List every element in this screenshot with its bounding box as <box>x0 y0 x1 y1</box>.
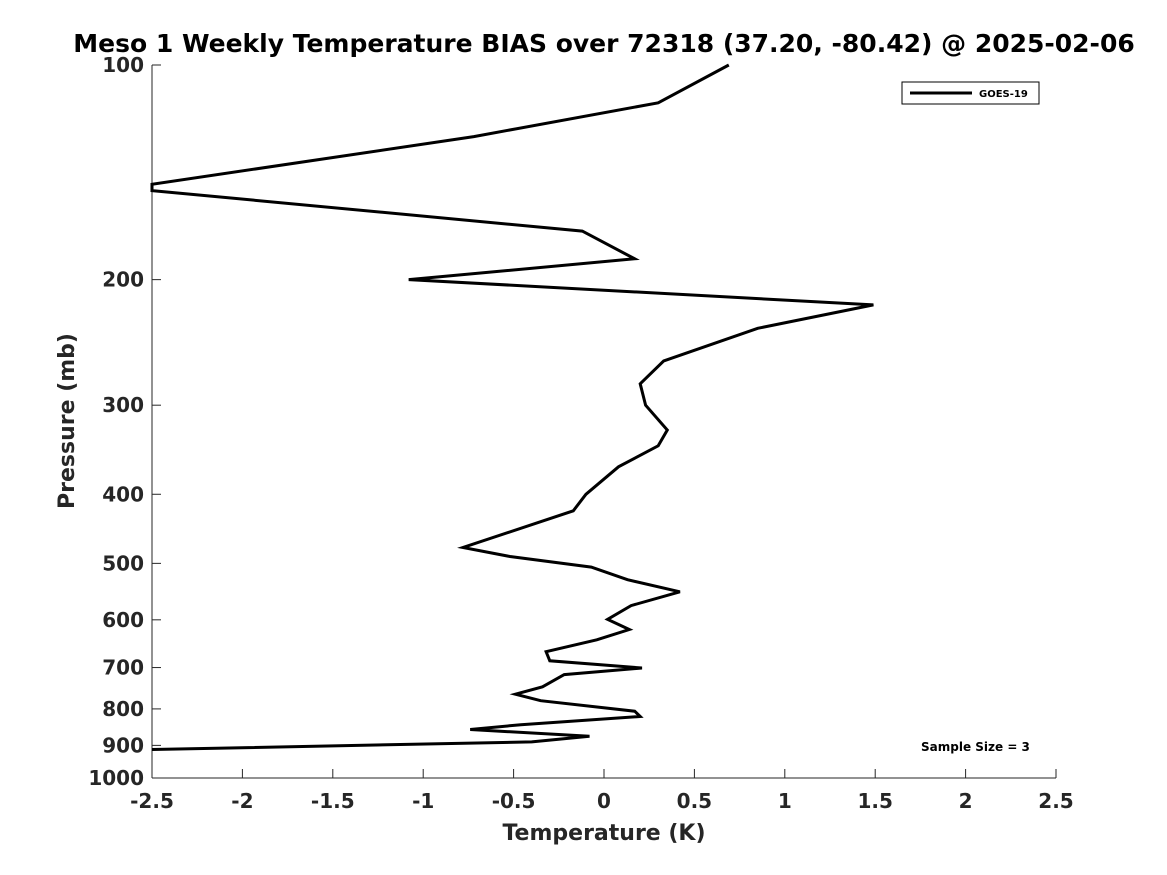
y-tick-label: 200 <box>102 268 144 292</box>
x-axis-label: Temperature (K) <box>502 821 705 846</box>
y-tick-label: 800 <box>102 697 144 721</box>
legend: GOES-19 <box>901 81 1040 105</box>
y-tick-label: 400 <box>102 482 144 506</box>
sample-size-annotation: Sample Size = 3 <box>921 740 1030 754</box>
x-tick-label: 2.5 <box>1038 789 1073 813</box>
y-axis-ticks: 100 200 300 400 500 600 700 800 900 1000 <box>88 53 161 790</box>
x-tick-label: 1 <box>778 789 792 813</box>
y-tick-label: 300 <box>102 393 144 417</box>
y-tick-label: 500 <box>102 551 144 575</box>
series-layer <box>150 63 874 751</box>
y-tick-label: 100 <box>102 53 144 77</box>
plot-area: -2.5 -2 -1.5 -1 -0.5 0 0.5 1 1.5 2 2.5 100 200 300 40… <box>88 53 1073 813</box>
x-tick-label: 0 <box>597 789 611 813</box>
x-tick-label: 1.5 <box>857 789 892 813</box>
x-tick-label: 2 <box>959 789 973 813</box>
y-tick-label: 700 <box>102 656 144 680</box>
x-axis-ticks: -2.5 -2 -1.5 -1 -0.5 0 0.5 1 1.5 2 2.5 <box>130 769 1074 813</box>
series-line-goes-19 <box>150 63 874 751</box>
chart-title: Meso 1 Weekly Temperature BIAS over 7231… <box>73 29 1134 58</box>
y-tick-label: 600 <box>102 608 144 632</box>
y-tick-label: 1000 <box>88 766 144 790</box>
x-tick-label: -0.5 <box>492 789 536 813</box>
x-tick-label: -2.5 <box>130 789 174 813</box>
y-axis-label: Pressure (mb) <box>55 333 80 509</box>
x-tick-label: -1 <box>412 789 434 813</box>
y-tick-label: 900 <box>102 733 144 757</box>
x-tick-label: -2 <box>231 789 253 813</box>
x-tick-label: 0.5 <box>677 789 712 813</box>
x-tick-label: -1.5 <box>311 789 355 813</box>
legend-label-goes-19: GOES-19 <box>979 89 1028 100</box>
